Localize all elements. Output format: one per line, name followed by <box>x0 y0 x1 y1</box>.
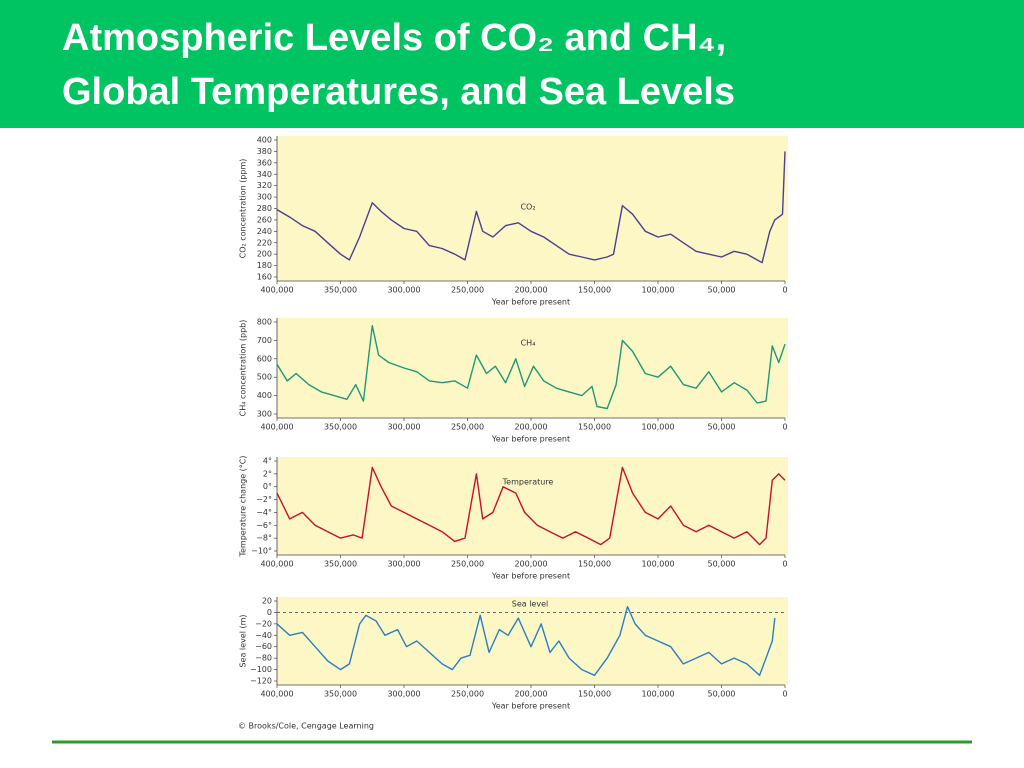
y-tick-label: −8° <box>256 534 272 543</box>
x-tick-label: 300,000 <box>387 690 420 699</box>
y-tick-label: −20 <box>255 619 272 628</box>
y-tick-label: −100 <box>250 665 272 674</box>
x-tick-label: 50,000 <box>708 286 736 295</box>
x-tick-label: 350,000 <box>324 286 357 295</box>
y-tick-label: −40 <box>255 631 272 640</box>
y-tick-label: −10° <box>251 547 272 556</box>
x-tick-label: 50,000 <box>708 560 736 569</box>
x-tick-label: 150,000 <box>578 286 611 295</box>
x-tick-label: 400,000 <box>260 423 293 432</box>
y-axis-label: CH₄ concentration (ppb) <box>239 320 248 417</box>
series-line <box>276 325 786 410</box>
x-tick-label: 150,000 <box>578 423 611 432</box>
x-tick-label: 100,000 <box>641 286 674 295</box>
x-tick-label: 300,000 <box>387 286 420 295</box>
y-tick-label: 220 <box>257 238 272 247</box>
y-tick-label: 360 <box>257 158 272 167</box>
x-tick-label: 400,000 <box>260 560 293 569</box>
y-tick-label: −4° <box>256 508 272 517</box>
x-tick-label: 150,000 <box>578 560 611 569</box>
x-tick-label: 350,000 <box>324 560 357 569</box>
x-tick-label: 100,000 <box>641 560 674 569</box>
x-tick-label: 400,000 <box>260 690 293 699</box>
x-tick-label: 50,000 <box>708 423 736 432</box>
y-tick-label: 800 <box>257 318 272 327</box>
y-axis-label: Temperature change (°C) <box>239 455 248 557</box>
slide-title-line: Atmospheric Levels of CO₂ and CH₄, <box>62 17 726 59</box>
y-tick-label: 0° <box>263 482 272 491</box>
series-label: Temperature <box>502 478 554 487</box>
y-axis-label: Sea level (m) <box>239 614 248 667</box>
series-label: Sea level <box>512 600 548 609</box>
x-tick-label: 100,000 <box>641 423 674 432</box>
x-tick-label: 300,000 <box>387 560 420 569</box>
series-label: CH₄ <box>521 339 536 348</box>
y-tick-label: 300 <box>257 193 272 202</box>
x-tick-label: 300,000 <box>387 423 420 432</box>
y-tick-label: 200 <box>257 250 272 259</box>
x-tick-label: 250,000 <box>451 690 484 699</box>
y-tick-label: −60 <box>255 642 272 651</box>
y-tick-label: 600 <box>257 354 272 363</box>
y-tick-label: −6° <box>256 521 272 530</box>
x-tick-label: 250,000 <box>451 560 484 569</box>
y-tick-label: −80 <box>255 654 272 663</box>
plot-background <box>277 597 788 685</box>
x-axis-label: Year before present <box>491 298 570 307</box>
y-tick-label: 2° <box>263 469 272 478</box>
y-tick-label: 400 <box>257 391 272 400</box>
series-line <box>276 606 776 676</box>
x-tick-label: 250,000 <box>451 286 484 295</box>
y-tick-label: 240 <box>257 227 272 236</box>
title-banner <box>0 0 1024 128</box>
y-tick-label: 380 <box>257 147 272 156</box>
plot-background <box>277 136 788 281</box>
x-tick-label: 350,000 <box>324 690 357 699</box>
x-tick-label: 400,000 <box>260 286 293 295</box>
y-tick-label: 0 <box>267 608 272 617</box>
y-tick-label: 260 <box>257 215 272 224</box>
y-tick-label: 400 <box>257 136 272 145</box>
x-tick-label: 0 <box>782 560 787 569</box>
y-tick-label: 500 <box>257 373 272 382</box>
x-tick-label: 150,000 <box>578 690 611 699</box>
y-axis-label: CO₂ concentration (ppm) <box>239 159 248 259</box>
y-tick-label: −2° <box>256 495 272 504</box>
x-tick-label: 0 <box>782 286 787 295</box>
x-tick-label: 350,000 <box>324 423 357 432</box>
x-tick-label: 0 <box>782 423 787 432</box>
y-tick-label: 180 <box>257 261 272 270</box>
x-axis-label: Year before present <box>491 702 570 711</box>
x-tick-label: 200,000 <box>514 690 547 699</box>
x-tick-label: 200,000 <box>514 560 547 569</box>
y-tick-label: 4° <box>263 457 272 466</box>
y-tick-label: 300 <box>257 410 272 419</box>
y-tick-label: −120 <box>250 677 272 686</box>
y-tick-label: 700 <box>257 336 272 345</box>
plot-background <box>277 457 788 555</box>
x-axis-label: Year before present <box>491 572 570 581</box>
series-label: CO₂ <box>520 203 535 212</box>
series-line <box>276 466 786 546</box>
y-tick-label: 160 <box>257 273 272 282</box>
x-tick-label: 0 <box>782 690 787 699</box>
y-tick-label: 340 <box>257 170 272 179</box>
x-tick-label: 250,000 <box>451 423 484 432</box>
y-tick-label: 20 <box>262 597 272 606</box>
series-line <box>276 151 786 264</box>
x-tick-label: 200,000 <box>514 423 547 432</box>
credit: © Brooks/Cole, Cengage Learning <box>238 722 374 731</box>
y-tick-label: 280 <box>257 204 272 213</box>
x-axis-label: Year before present <box>491 435 570 444</box>
x-tick-label: 200,000 <box>514 286 547 295</box>
x-tick-label: 100,000 <box>641 690 674 699</box>
y-tick-label: 320 <box>257 181 272 190</box>
x-tick-label: 50,000 <box>708 690 736 699</box>
slide-title-line: Global Temperatures, and Sea Levels <box>62 71 735 113</box>
